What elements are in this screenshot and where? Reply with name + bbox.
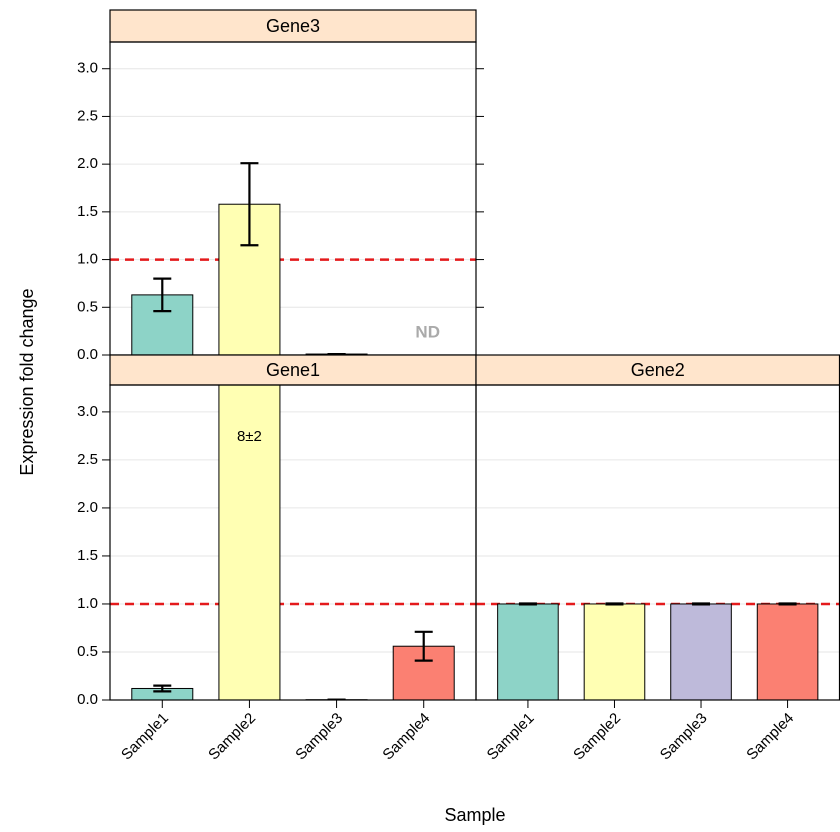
strip-title: Gene1 <box>266 360 320 380</box>
x-axis-label: Sample <box>444 805 505 825</box>
plot-area <box>476 411 840 700</box>
plot-area <box>110 385 476 700</box>
y-tick-label: 3.0 <box>77 60 98 77</box>
bar <box>583 603 646 700</box>
x-tick-label: Sample1 <box>118 710 172 764</box>
y-tick-label: 3.0 <box>77 403 98 420</box>
y-tick-label: 2.5 <box>77 107 98 124</box>
y-tick-label: 2.5 <box>77 451 98 468</box>
plot-area <box>110 68 476 355</box>
strip-title: Gene3 <box>266 16 320 36</box>
y-tick-label: 0.0 <box>77 691 98 708</box>
error-bar <box>153 684 172 693</box>
bar <box>497 603 559 700</box>
y-tick-label: 1.0 <box>77 595 98 612</box>
y-tick-label: 0.5 <box>77 298 98 315</box>
bar <box>756 603 819 700</box>
error-bar <box>240 162 259 247</box>
strip <box>109 9 477 43</box>
strip <box>109 354 477 386</box>
error-bar <box>153 277 172 313</box>
x-tick-label: Sample1 <box>484 710 538 764</box>
error-bar <box>692 602 711 606</box>
strip-title: Gene2 <box>631 360 685 380</box>
y-tick-label: 0.0 <box>77 346 98 363</box>
y-tick-label: 1.5 <box>77 547 98 564</box>
x-tick-label: Sample4 <box>379 710 433 764</box>
panel: Gene3 0.0 0.5 1.0 1.5 2.0 2.5 3.0 ND <box>77 9 484 363</box>
y-tick-label: 2.0 <box>77 155 98 172</box>
y-tick-label: 1.5 <box>77 203 98 220</box>
error-bar <box>605 602 624 606</box>
y-tick-label: 0.5 <box>77 643 98 660</box>
panel: Gene2 Sample1 Sample2 Sample3 Sample4 <box>475 354 840 764</box>
y-axis-label: Expression fold change <box>17 288 37 475</box>
y-tick-label: 1.0 <box>77 251 98 268</box>
panel: Gene1 0.0 0.5 1.0 1.5 2.0 2.5 3.0 Sample1 8±2 Samp… <box>77 354 477 764</box>
value-label: ND <box>415 322 440 341</box>
x-tick-label: Sample3 <box>657 710 711 764</box>
y-tick-label: 2.0 <box>77 499 98 516</box>
x-tick-label: Sample2 <box>205 710 259 764</box>
bar <box>218 385 281 700</box>
bar <box>670 603 732 700</box>
error-bar <box>518 602 537 606</box>
x-tick-label: Sample3 <box>292 710 346 764</box>
error-bar <box>778 602 797 606</box>
x-tick-label: Sample2 <box>570 710 624 764</box>
error-bar <box>414 630 433 662</box>
value-label: 8±2 <box>237 428 262 445</box>
x-tick-label: Sample4 <box>743 710 797 764</box>
